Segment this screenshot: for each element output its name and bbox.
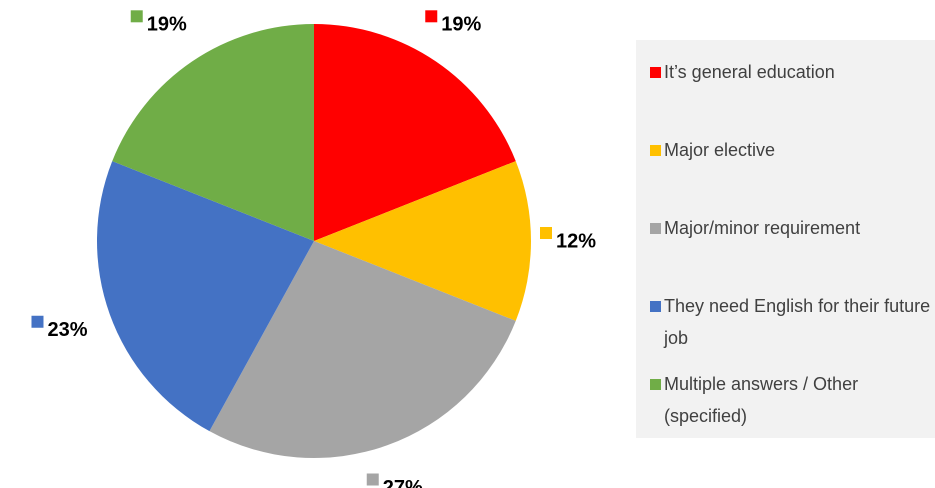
pie-slice: [314, 24, 516, 241]
legend-label: Major elective: [664, 140, 776, 160]
legend-label: They need English for their future job: [664, 296, 931, 348]
pie-slice: [112, 24, 315, 241]
legend-swatch: [650, 379, 661, 390]
legend-item: It’s general education: [650, 56, 935, 88]
legend-item: Multiple answers / Other (specified): [650, 368, 935, 432]
legend-item: Major/minor requirement: [650, 212, 935, 244]
data-label: 27%: [383, 477, 423, 488]
data-label: 19%: [147, 14, 187, 36]
legend-swatch: [650, 223, 661, 234]
legend-swatch: [650, 145, 661, 156]
label-swatch: [31, 315, 44, 328]
legend-swatch: [650, 67, 661, 78]
legend-label: Multiple answers / Other (specified): [664, 374, 859, 426]
label-swatch: [540, 227, 552, 239]
data-label: 19%: [441, 14, 481, 36]
legend-label: Major/minor requirement: [664, 218, 861, 238]
data-label: 12%: [556, 230, 596, 252]
pie-slice: [314, 161, 531, 321]
label-swatch: [130, 10, 143, 23]
pie-slice: [97, 161, 314, 432]
label-swatch: [366, 473, 379, 486]
data-label: 23%: [47, 319, 87, 341]
label-swatch: [425, 10, 438, 23]
legend-swatch: [650, 301, 661, 312]
legend: It’s general education Major elective Majo…: [636, 40, 935, 438]
legend-item: They need English for their future job: [650, 290, 935, 354]
legend-label: It’s general education: [664, 62, 835, 82]
legend-item: Major elective: [650, 134, 935, 166]
pie-slice: [209, 241, 516, 458]
